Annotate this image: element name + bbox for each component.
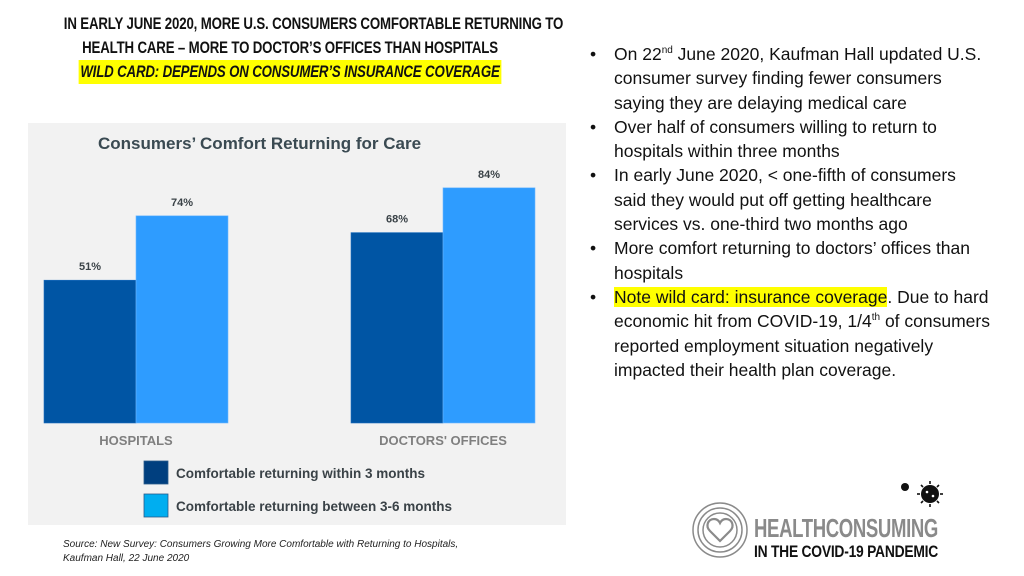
- heart-rings-icon: [692, 502, 748, 558]
- data-label: 51%: [79, 261, 101, 273]
- virus-icon: [901, 481, 943, 507]
- source-citation: Source: New Survey: Consumers Growing Mo…: [63, 538, 563, 566]
- superscript: nd: [661, 45, 673, 56]
- logo-title: HEALTHCONSUMING: [754, 513, 938, 543]
- category-label-hospitals: HOSPITALS: [99, 433, 173, 448]
- bullet-list: On 22nd June 2020, Kaufman Hall updated …: [590, 42, 990, 382]
- bullet-item: Over half of consumers willing to return…: [590, 115, 990, 164]
- healthconsuming-logo: HEALTHCONSUMING IN THE COVID-19 PANDEMIC: [692, 481, 943, 561]
- bar-3-6-months-doctors-offices: [442, 187, 536, 424]
- source-line-2: Kaufman Hall, 22 June 2020: [63, 553, 190, 564]
- bar-within-3-months-hospitals: [43, 279, 137, 424]
- legend-swatch-within-3-months: [143, 460, 169, 485]
- bullet-text: In early June 2020, < one-fifth of consu…: [614, 165, 956, 235]
- legend-label-within-3-months: Comfortable returning within 3 months: [176, 466, 425, 481]
- bullet-text: Over half of consumers willing to return…: [614, 116, 937, 162]
- bar-within-3-months-doctors-offices: [350, 232, 444, 424]
- bullet-text: of consumers reported employment situati…: [614, 311, 990, 380]
- bullet-text: On 22: [614, 44, 662, 64]
- bar-3-6-months-hospitals: [135, 215, 229, 424]
- highlighted-text: Note wild card: insurance coverage: [614, 286, 888, 307]
- category-label-doctors-offices: DOCTORS' OFFICES: [379, 433, 507, 448]
- chart-title: Consumers’ Comfort Returning for Care: [98, 134, 421, 153]
- bullet-item: On 22nd June 2020, Kaufman Hall updated …: [590, 42, 990, 115]
- legend-label-3-6-months: Comfortable returning between 3-6 months: [176, 499, 452, 514]
- chart-panel: Consumers’ Comfort Returning for Care 51…: [28, 123, 566, 525]
- headline-wild-card: WILD CARD: DEPENDS ON CONSUMER’S INSURAN…: [78, 60, 502, 84]
- bullet-text: . Due to hard economic hit from COVID-19…: [614, 286, 989, 332]
- logo-subtitle: IN THE COVID-19 PANDEMIC: [754, 542, 938, 561]
- bullet-text: More comfort returning to doctors’ offic…: [614, 238, 970, 283]
- headline-line-1: IN EARLY JUNE 2020, MORE U.S. CONSUMERS …: [63, 14, 564, 33]
- bullet-text: June 2020, Kaufman Hall updated U.S. con…: [614, 44, 982, 113]
- data-label: 68%: [386, 214, 408, 226]
- bar-chart: Consumers’ Comfort Returning for Care 51…: [43, 134, 536, 518]
- bullet-item: Note wild card: insurance coverage. Due …: [590, 285, 990, 382]
- source-line-1: Source: New Survey: Consumers Growing Mo…: [63, 539, 459, 550]
- headline-line-2: HEALTH CARE – MORE TO DOCTOR’S OFFICES T…: [82, 38, 498, 57]
- superscript: th: [871, 312, 881, 324]
- legend-swatch-3-6-months: [143, 493, 169, 518]
- slide-headline: IN EARLY JUNE 2020, MORE U.S. CONSUMERS …: [63, 12, 564, 84]
- data-label: 74%: [171, 197, 193, 209]
- bullet-item: More comfort returning to doctors’ offic…: [590, 236, 990, 285]
- bullet-item: In early June 2020, < one-fifth of consu…: [590, 163, 990, 236]
- data-label: 84%: [478, 169, 500, 181]
